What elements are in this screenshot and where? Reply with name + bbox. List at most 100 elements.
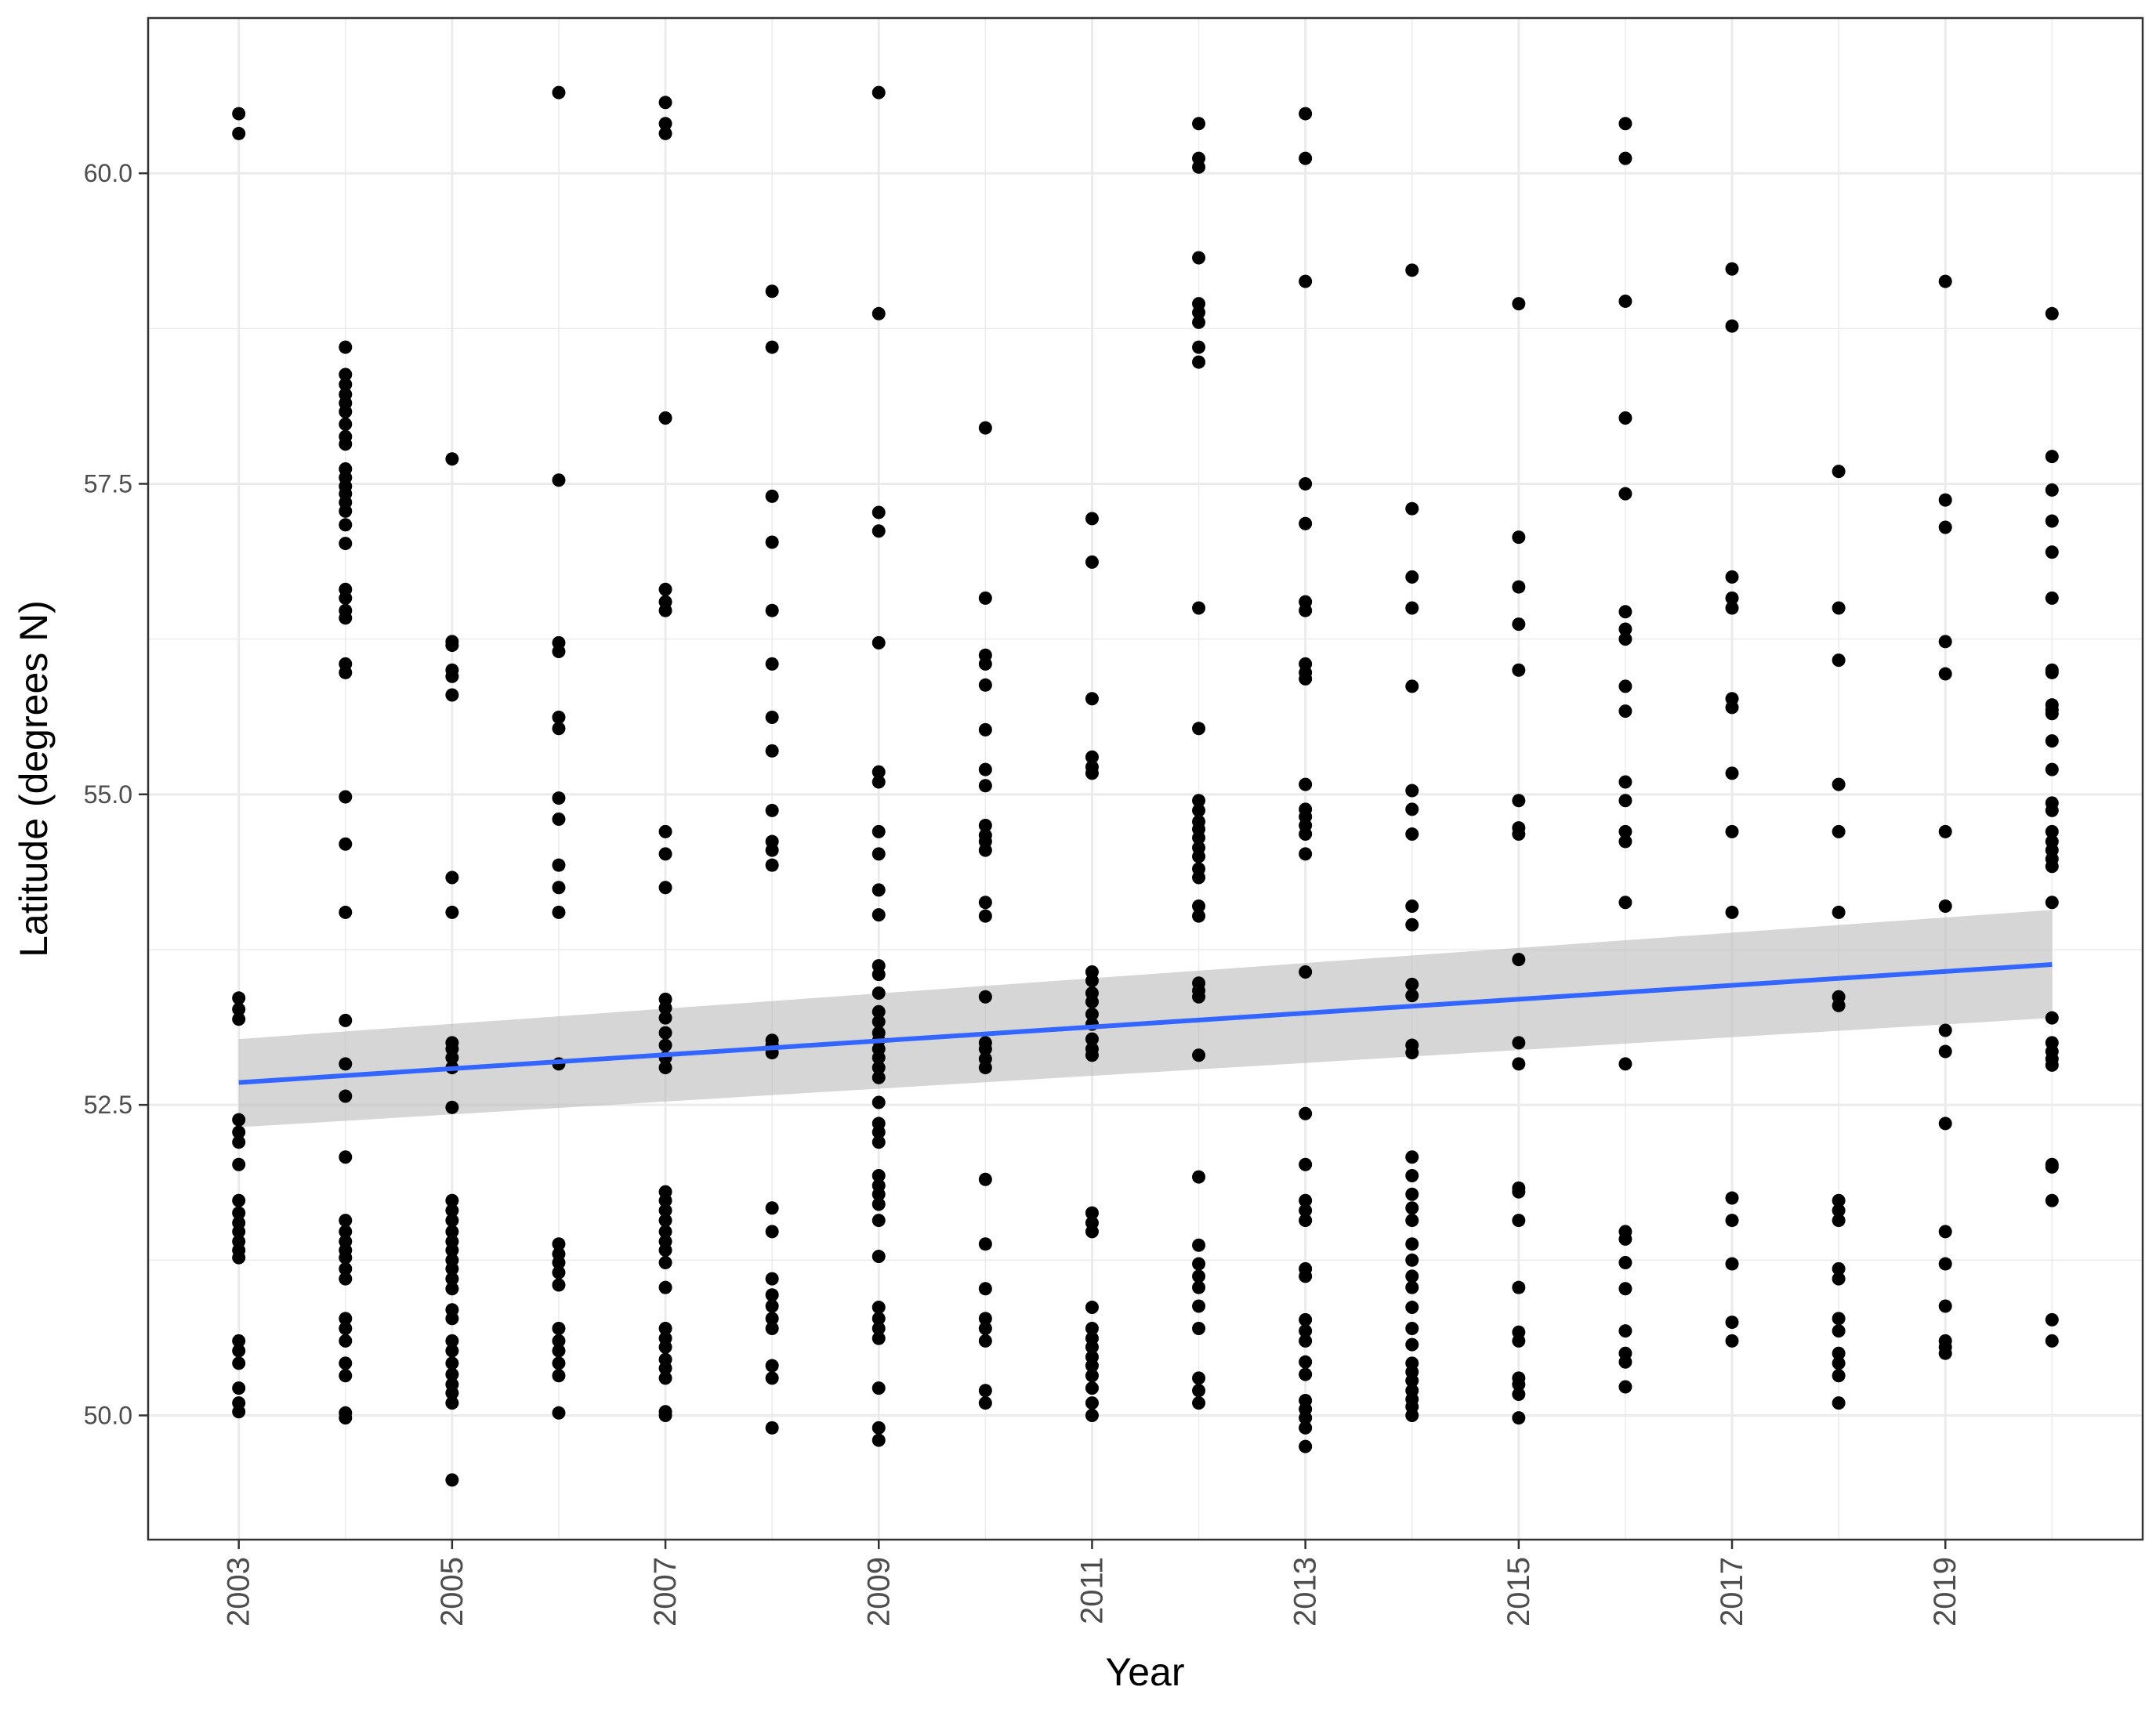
data-point xyxy=(1405,570,1419,584)
data-point xyxy=(1938,1117,1952,1131)
data-point xyxy=(1299,516,1313,530)
data-point xyxy=(765,803,779,817)
data-point xyxy=(339,1013,353,1027)
data-point xyxy=(339,1214,353,1228)
data-point xyxy=(871,1321,886,1335)
y-axis-label: Latitude (degrees N) xyxy=(12,600,56,957)
plot-panel xyxy=(148,18,2143,1540)
data-point xyxy=(1938,1023,1952,1037)
data-point xyxy=(1512,953,1526,967)
data-point xyxy=(1405,1187,1419,1201)
data-point xyxy=(1085,750,1099,764)
data-point xyxy=(445,639,459,653)
data-point xyxy=(1299,1312,1313,1327)
data-point xyxy=(445,1334,459,1348)
data-point xyxy=(658,1001,672,1015)
data-point xyxy=(978,421,992,435)
data-point xyxy=(871,1095,886,1109)
data-point xyxy=(552,1334,566,1348)
data-point xyxy=(1405,977,1419,991)
data-point xyxy=(552,1278,566,1292)
data-point xyxy=(1405,1237,1419,1251)
data-point xyxy=(1192,1384,1206,1398)
data-point xyxy=(1299,1411,1313,1425)
data-point xyxy=(1512,1036,1526,1050)
data-point xyxy=(871,1421,886,1435)
data-point xyxy=(232,1012,246,1026)
x-tick-label: 2007 xyxy=(648,1557,683,1627)
data-point xyxy=(339,1150,353,1164)
data-point xyxy=(871,883,886,897)
data-point xyxy=(339,1225,353,1239)
data-point xyxy=(1832,777,1846,791)
data-point xyxy=(2045,734,2059,748)
data-point xyxy=(765,489,779,503)
data-point xyxy=(871,635,886,650)
data-point xyxy=(2045,1334,2059,1348)
data-point xyxy=(978,1042,992,1056)
data-point xyxy=(1085,1321,1099,1335)
data-point xyxy=(1832,1312,1846,1326)
data-point xyxy=(871,1004,886,1019)
data-point xyxy=(871,524,886,538)
data-point xyxy=(339,405,353,419)
data-point xyxy=(765,1225,779,1239)
data-point xyxy=(871,765,886,779)
x-tick-label: 2015 xyxy=(1502,1557,1536,1627)
data-point xyxy=(1085,1301,1099,1315)
data-point xyxy=(339,417,353,431)
data-point xyxy=(1405,989,1419,1003)
data-point xyxy=(1405,1253,1419,1267)
data-point xyxy=(1832,601,1846,615)
data-point xyxy=(1192,1321,1206,1335)
data-point xyxy=(339,591,353,605)
data-point xyxy=(339,1334,353,1348)
data-point xyxy=(445,1282,459,1296)
data-point xyxy=(232,1251,246,1265)
data-point xyxy=(1192,794,1206,808)
data-point xyxy=(658,1255,672,1269)
data-point xyxy=(978,1312,992,1326)
data-point xyxy=(1725,1214,1739,1228)
data-point xyxy=(1832,998,1846,1012)
data-point xyxy=(1085,1396,1099,1410)
data-point xyxy=(871,85,886,100)
data-point xyxy=(658,1026,672,1040)
y-tick-label: 52.5 xyxy=(84,1091,132,1119)
data-point xyxy=(871,1061,886,1075)
data-point xyxy=(1405,1280,1419,1294)
data-point xyxy=(1299,476,1313,490)
data-point xyxy=(1618,834,1632,849)
data-point xyxy=(1832,1272,1846,1286)
data-point xyxy=(871,1135,886,1149)
data-point xyxy=(2045,762,2059,776)
data-point xyxy=(552,791,566,805)
data-point xyxy=(1299,847,1313,861)
data-point xyxy=(1299,1334,1313,1348)
data-point xyxy=(1725,1316,1739,1330)
data-point xyxy=(552,858,566,872)
y-tick-label: 50.0 xyxy=(84,1401,132,1429)
data-point xyxy=(1512,580,1526,594)
x-tick-label: 2019 xyxy=(1928,1557,1962,1627)
data-point xyxy=(1618,775,1632,789)
data-point xyxy=(1832,1369,1846,1383)
data-point xyxy=(552,1321,566,1335)
data-point xyxy=(1938,1346,1952,1360)
data-point xyxy=(1832,653,1846,668)
data-point xyxy=(765,1359,779,1373)
panel-border xyxy=(147,16,2144,1541)
data-point xyxy=(552,881,566,895)
data-point xyxy=(339,611,353,625)
data-point xyxy=(1832,824,1846,838)
data-point xyxy=(2045,450,2059,464)
data-point xyxy=(765,1288,779,1302)
data-point xyxy=(232,1344,246,1358)
data-point xyxy=(445,1272,459,1286)
data-point xyxy=(445,1473,459,1487)
data-point xyxy=(2045,591,2059,605)
data-point xyxy=(1832,1261,1846,1276)
data-point xyxy=(1405,601,1419,615)
data-point xyxy=(1832,1396,1846,1410)
data-point xyxy=(445,1312,459,1326)
